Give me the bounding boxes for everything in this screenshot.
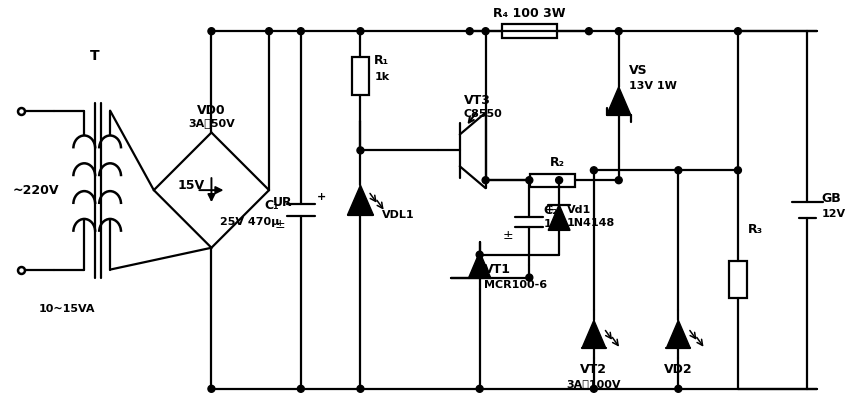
Circle shape (589, 167, 596, 174)
Text: 12V: 12V (821, 209, 844, 219)
Text: VD0: VD0 (197, 104, 225, 117)
Text: 3A、100V: 3A、100V (566, 379, 620, 389)
Polygon shape (665, 320, 689, 348)
Circle shape (734, 167, 740, 174)
Text: MCR100-6: MCR100-6 (483, 279, 546, 289)
Circle shape (297, 28, 304, 35)
Polygon shape (581, 320, 605, 348)
Text: +: + (544, 205, 554, 215)
Text: 1μ: 1μ (543, 219, 559, 229)
Circle shape (589, 385, 596, 392)
Circle shape (482, 28, 489, 35)
Circle shape (357, 385, 363, 392)
Text: C₂: C₂ (543, 204, 557, 216)
Text: R₁: R₁ (374, 55, 389, 68)
Circle shape (614, 177, 622, 184)
Text: ±: ± (502, 229, 513, 242)
Circle shape (525, 177, 532, 184)
Polygon shape (468, 252, 490, 278)
Circle shape (208, 28, 215, 35)
Text: ±: ± (274, 218, 285, 231)
Bar (502, 24, 556, 38)
Text: +: + (316, 192, 326, 202)
Bar (351, 57, 369, 95)
Text: T: T (90, 49, 99, 63)
Circle shape (555, 177, 562, 184)
Text: 1N4148: 1N4148 (566, 218, 615, 228)
Text: R₄ 100 3W: R₄ 100 3W (492, 7, 565, 20)
Circle shape (674, 167, 681, 174)
Text: VDL1: VDL1 (382, 210, 415, 220)
Circle shape (357, 147, 363, 154)
Circle shape (208, 385, 215, 392)
Polygon shape (548, 205, 570, 230)
Circle shape (476, 385, 483, 392)
Text: R₃: R₃ (747, 223, 762, 236)
Bar (728, 261, 746, 299)
Circle shape (482, 177, 489, 184)
Text: C₁: C₁ (264, 199, 279, 212)
Text: UR: UR (273, 196, 293, 209)
Bar (529, 174, 574, 186)
Circle shape (525, 274, 532, 281)
Circle shape (466, 28, 473, 35)
Text: 3A、50V: 3A、50V (188, 118, 235, 128)
Text: VS: VS (628, 64, 647, 77)
Circle shape (297, 385, 304, 392)
Text: 25V 470μ: 25V 470μ (219, 217, 279, 227)
Text: VD2: VD2 (664, 363, 692, 376)
Text: VT2: VT2 (580, 363, 606, 376)
Circle shape (585, 28, 592, 35)
Text: R₂: R₂ (549, 156, 564, 169)
Polygon shape (347, 185, 373, 215)
Text: 10~15VA: 10~15VA (39, 304, 96, 314)
Text: 1k: 1k (374, 72, 389, 82)
Circle shape (357, 28, 363, 35)
Text: 13V 1W: 13V 1W (628, 81, 676, 91)
Text: C8550: C8550 (463, 109, 502, 118)
Text: Vd1: Vd1 (566, 205, 590, 215)
Circle shape (734, 28, 740, 35)
Polygon shape (606, 87, 630, 115)
Circle shape (614, 28, 622, 35)
Circle shape (265, 28, 272, 35)
Text: VT1: VT1 (483, 263, 510, 276)
Circle shape (476, 251, 483, 258)
Text: ~220V: ~220V (13, 184, 59, 197)
Text: GB: GB (821, 192, 840, 205)
Text: 15V: 15V (177, 178, 205, 192)
Text: VT3: VT3 (463, 94, 490, 107)
Circle shape (674, 385, 681, 392)
